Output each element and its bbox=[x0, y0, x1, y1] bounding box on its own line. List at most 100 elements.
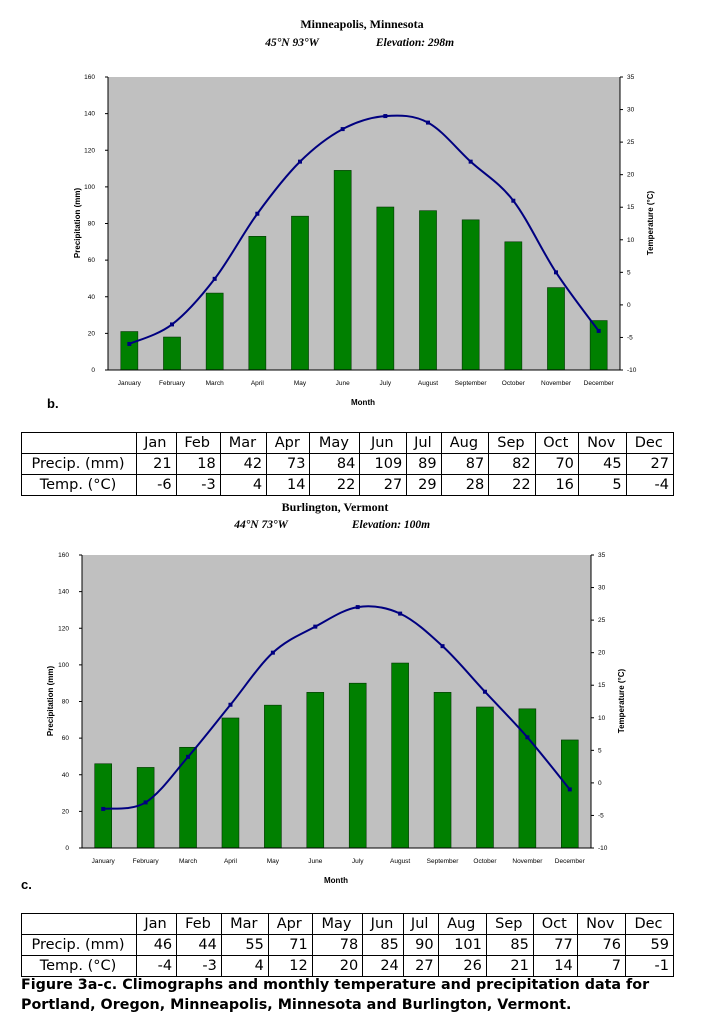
temp-point-april bbox=[255, 211, 260, 216]
x-tick-label: October bbox=[473, 858, 497, 865]
temp-point-september bbox=[440, 644, 445, 649]
table-cell: -6 bbox=[136, 474, 177, 496]
temp-point-october bbox=[511, 198, 516, 203]
temp-point-october bbox=[482, 689, 487, 694]
y-tick-label-right: 5 bbox=[598, 747, 602, 754]
chart-coords: 44°N 73°W bbox=[233, 519, 288, 531]
y-tick-label-right: 15 bbox=[598, 682, 606, 689]
table-cell: 27 bbox=[625, 453, 675, 475]
table-cell: 22 bbox=[309, 474, 361, 496]
y-axis-label-left: Precipitation (mm) bbox=[73, 188, 82, 259]
y-tick-label-right: -10 bbox=[598, 845, 608, 852]
table-header-cell: Apr bbox=[266, 432, 311, 454]
table-cell: 20 bbox=[311, 955, 364, 977]
table-cell: 84 bbox=[309, 453, 361, 475]
precip-bar-january bbox=[94, 763, 112, 849]
table-header-cell: Dec bbox=[625, 432, 675, 454]
chart-title: Minneapolis, Minnesota bbox=[300, 17, 423, 31]
y-tick-label-right: 15 bbox=[627, 204, 635, 211]
y-tick-label-left: 0 bbox=[91, 367, 95, 374]
precip-bar-june bbox=[333, 170, 352, 371]
temperature-points bbox=[101, 605, 572, 811]
table-header-row: Jan Feb Mar Apr May Jun Jul Aug Sep Oct Nov Dec bbox=[21, 913, 675, 935]
table-row: Precip. (mm) 46 44 55 71 78 85 90 101 85 77 76 59 bbox=[21, 934, 675, 956]
y-axis-label-right: Temperature (°C) bbox=[646, 190, 655, 255]
table-row: Precip. (mm) 21 18 42 73 84 109 89 87 82 70 45 27 bbox=[21, 453, 675, 475]
precip-bar-may bbox=[291, 215, 309, 371]
x-tick-label: January bbox=[118, 380, 142, 387]
table-cell: 16 bbox=[534, 474, 579, 496]
panel-label: c. bbox=[21, 877, 32, 892]
table-header-cell: Jun bbox=[359, 432, 408, 454]
x-tick-label: November bbox=[541, 380, 572, 387]
chart-title: Burlington, Vermont bbox=[282, 500, 389, 514]
table-header-cell: Mar bbox=[219, 432, 268, 454]
table-header-cell: Dec bbox=[624, 913, 675, 935]
y-tick-label-left: 100 bbox=[58, 662, 69, 669]
x-tick-label: June bbox=[336, 380, 350, 387]
temp-point-june bbox=[313, 624, 318, 629]
table-cell: 21 bbox=[136, 453, 177, 475]
temp-point-december bbox=[596, 328, 601, 333]
temp-point-may bbox=[270, 650, 275, 655]
temp-point-august bbox=[426, 120, 430, 125]
y-ticks-left: 0 20 40 60 80 100 120 140 160 bbox=[84, 74, 108, 374]
table-cell: 46 bbox=[135, 934, 178, 956]
table-cell: 85 bbox=[485, 934, 534, 956]
temp-point-march bbox=[186, 754, 191, 759]
table-cell: 29 bbox=[406, 474, 442, 496]
table-cell: 89 bbox=[406, 453, 442, 475]
y-tick-label-left: 80 bbox=[62, 699, 70, 706]
x-tick-label: May bbox=[267, 858, 280, 865]
table-cell: 85 bbox=[362, 934, 404, 956]
precip-bar-july bbox=[348, 682, 367, 849]
table-header-cell: Jun bbox=[362, 913, 404, 935]
x-tick-label: December bbox=[555, 858, 586, 865]
table-cell: -4 bbox=[625, 474, 675, 496]
table-cell: 24 bbox=[362, 955, 404, 977]
table-cell: 4 bbox=[220, 955, 269, 977]
y-tick-label-left: 40 bbox=[88, 294, 96, 301]
climograph-burlington: Burlington, Vermont 44°N 73°W Elevation:… bbox=[0, 497, 705, 907]
y-tick-label-left: 20 bbox=[62, 808, 70, 815]
x-tick-label: October bbox=[502, 380, 526, 387]
plot-area bbox=[82, 555, 591, 848]
table-row: Temp. (°C) -6 -3 4 14 22 27 29 28 22 16 5 -4 bbox=[21, 474, 675, 496]
x-tick-label: March bbox=[179, 858, 197, 865]
x-axis-label: Month bbox=[324, 876, 348, 885]
table-cell: 14 bbox=[532, 955, 578, 977]
table-cell: 12 bbox=[267, 955, 313, 977]
climograph-minneapolis: Minneapolis, Minnesota 45°N 93°W Elevati… bbox=[0, 0, 705, 430]
x-axis-label: Month bbox=[351, 398, 375, 407]
y-tick-label-right: 20 bbox=[627, 172, 635, 179]
y-tick-label-right: 10 bbox=[598, 715, 606, 722]
table-cell: 27 bbox=[402, 955, 439, 977]
precip-bar-august bbox=[419, 210, 437, 371]
precip-bar-september bbox=[433, 692, 452, 849]
table-cell: 44 bbox=[176, 934, 222, 956]
table-cell: 73 bbox=[266, 453, 311, 475]
y-axis-label-left: Precipitation (mm) bbox=[46, 666, 55, 737]
table-cell: 82 bbox=[488, 453, 536, 475]
y-tick-label-right: 30 bbox=[598, 585, 606, 592]
precip-bar-july bbox=[376, 206, 395, 371]
table-header-cell: May bbox=[311, 913, 364, 935]
y-tick-label-left: 120 bbox=[84, 147, 95, 154]
y-tick-label-left: 20 bbox=[88, 330, 96, 337]
y-tick-label-right: 0 bbox=[598, 780, 602, 787]
y-axis-label-right: Temperature (°C) bbox=[617, 668, 626, 733]
table-header-cell: Jan bbox=[136, 432, 177, 454]
table-header-cell: Apr bbox=[267, 913, 313, 935]
y-tick-label-right: 25 bbox=[598, 617, 606, 624]
x-tick-label: September bbox=[427, 858, 460, 865]
data-table-minneapolis: Jan Feb Mar Apr May Jun Jul Aug Sep Oct Nov Dec Prec… bbox=[21, 432, 675, 496]
table-header-cell: Jul bbox=[402, 913, 439, 935]
x-tick-label: April bbox=[251, 380, 265, 387]
temp-point-march bbox=[212, 276, 217, 281]
table-header-cell: Oct bbox=[532, 913, 578, 935]
table-cell: 87 bbox=[440, 453, 490, 475]
y-tick-label-left: 160 bbox=[58, 552, 69, 559]
table-header-cell: Nov bbox=[577, 432, 627, 454]
y-tick-label-right: -5 bbox=[627, 334, 633, 341]
y-tick-label-right: 30 bbox=[627, 107, 635, 114]
